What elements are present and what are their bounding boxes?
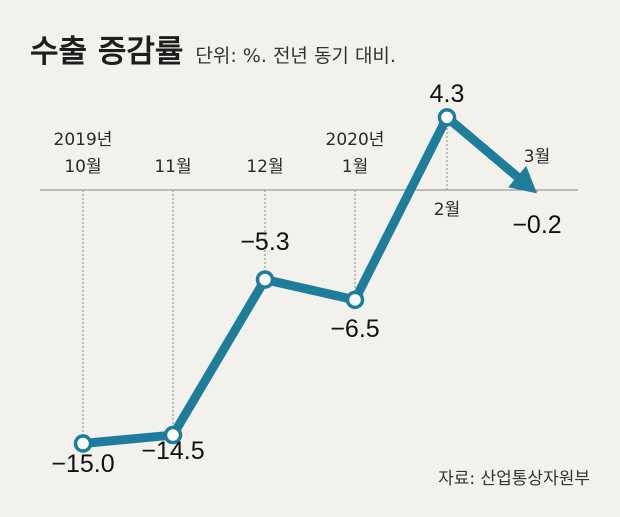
- x-tick-label: 11월: [154, 157, 191, 177]
- title-row: 수출 증감률 단위: %. 전년 동기 대비.: [30, 26, 396, 71]
- x-tick-label: 2020년: [326, 130, 385, 150]
- data-point: [255, 270, 275, 289]
- data-label: 4.3: [430, 80, 465, 108]
- chart-title: 수출 증감률: [30, 34, 184, 70]
- data-label: −6.5: [330, 315, 379, 343]
- x-tick-label: 1월: [342, 157, 368, 177]
- series-line-last-segment: [442, 112, 522, 182]
- data-point: [163, 425, 183, 445]
- x-tick-label: 3월: [524, 147, 550, 167]
- x-tick-label: 2월: [434, 200, 460, 220]
- source-note: 자료: 산업통상자원부: [438, 469, 590, 489]
- data-point: [73, 434, 93, 453]
- chart-subtitle: 단위: %. 전년 동기 대비.: [195, 45, 396, 67]
- x-tick-label: 12월: [246, 157, 283, 177]
- data-label: −5.3: [240, 228, 289, 256]
- data-point: [345, 290, 365, 310]
- data-point: [437, 108, 457, 127]
- data-label: −0.2: [512, 211, 561, 239]
- x-tick-label: 10월: [64, 157, 101, 177]
- trend-arrowhead: [508, 165, 537, 194]
- data-label: −15.0: [51, 450, 114, 478]
- data-label: −14.5: [141, 437, 204, 465]
- x-tick-label: 2019년: [54, 130, 113, 150]
